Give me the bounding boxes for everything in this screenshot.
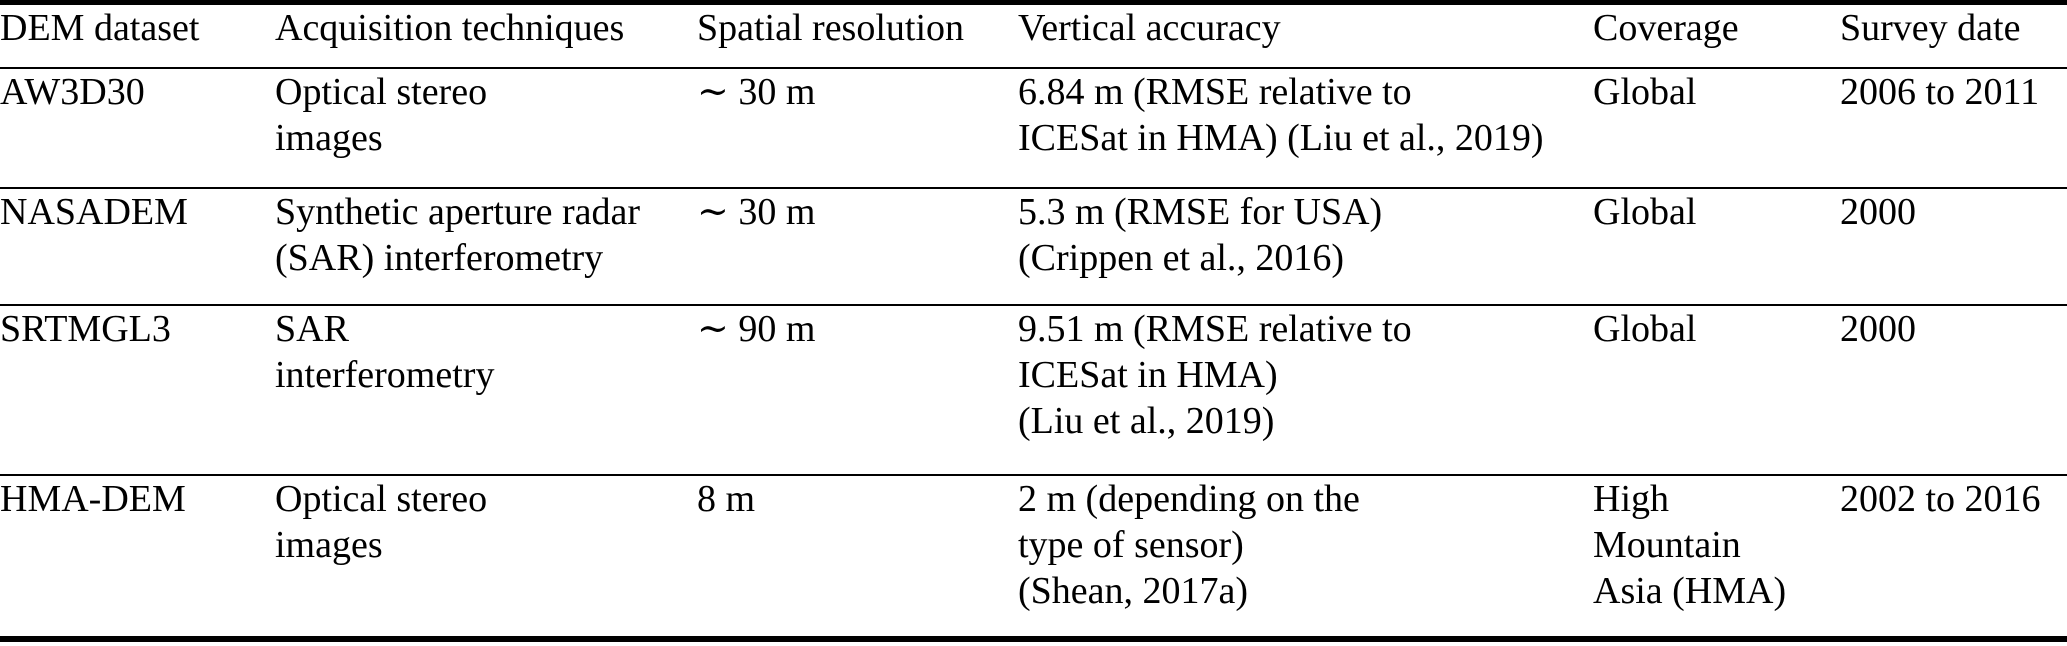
cell-acquisition-technique: SAR interferometry — [275, 307, 495, 396]
cell-dataset-name: AW3D30 — [0, 70, 145, 113]
cell-survey-date: 2006 to 2011 — [1840, 70, 2040, 113]
column-header-dem-dataset: DEM dataset — [0, 7, 200, 49]
column-header-acquisition-techniques: Acquisition techniques — [275, 7, 625, 49]
cell-vertical-accuracy: 6.84 m (RMSE relative to ICESat in HMA) (… — [1018, 70, 1544, 159]
table-row: SRTMGL3 SAR interferometry ∼ 90 m 9.51 m … — [0, 305, 2067, 475]
cell-acquisition-technique: Synthetic aperture radar (SAR) interferom… — [275, 190, 641, 279]
cell-dataset-name: HMA-DEM — [0, 477, 186, 520]
column-header-spatial-resolution: Spatial resolution — [697, 7, 965, 49]
table-row: NASADEM Synthetic aperture radar (SAR) in… — [0, 188, 2067, 305]
cell-coverage: Global — [1593, 307, 1697, 350]
cell-spatial-resolution: 8 m — [697, 477, 756, 520]
column-header-survey-date: Survey date — [1840, 7, 2021, 49]
cell-spatial-resolution: ∼ 30 m — [697, 190, 816, 233]
column-header-vertical-accuracy: Vertical accuracy — [1018, 7, 1281, 49]
cell-vertical-accuracy: 5.3 m (RMSE for USA) (Crippen et al., 201… — [1018, 190, 1383, 279]
cell-acquisition-technique: Optical stereo images — [275, 70, 488, 159]
cell-spatial-resolution: ∼ 90 m — [697, 307, 816, 350]
cell-vertical-accuracy: 2 m (depending on the type of sensor) (She… — [1018, 477, 1360, 612]
table-row: HMA-DEM Optical stereo images 8 m 2 m (de… — [0, 475, 2067, 639]
cell-survey-date: 2000 — [1840, 307, 1916, 350]
cell-spatial-resolution: ∼ 30 m — [697, 70, 816, 113]
cell-survey-date: 2000 — [1840, 190, 1916, 233]
cell-vertical-accuracy: 9.51 m (RMSE relative to ICESat in HMA) (L… — [1018, 307, 1412, 442]
table-header-row: DEM dataset Acquisition techniques Spati… — [0, 2, 2067, 68]
cell-coverage: Global — [1593, 190, 1697, 233]
cell-dataset-name: NASADEM — [0, 190, 188, 233]
cell-acquisition-technique: Optical stereo images — [275, 477, 488, 566]
cell-coverage: Global — [1593, 70, 1697, 113]
cell-dataset-name: SRTMGL3 — [0, 307, 171, 350]
cell-survey-date: 2002 to 2016 — [1840, 477, 2041, 520]
table-row: AW3D30 Optical stereo images ∼ 30 m 6.84 … — [0, 68, 2067, 188]
cell-coverage: High Mountain Asia (HMA) — [1593, 477, 1787, 612]
column-header-coverage: Coverage — [1593, 7, 1739, 49]
